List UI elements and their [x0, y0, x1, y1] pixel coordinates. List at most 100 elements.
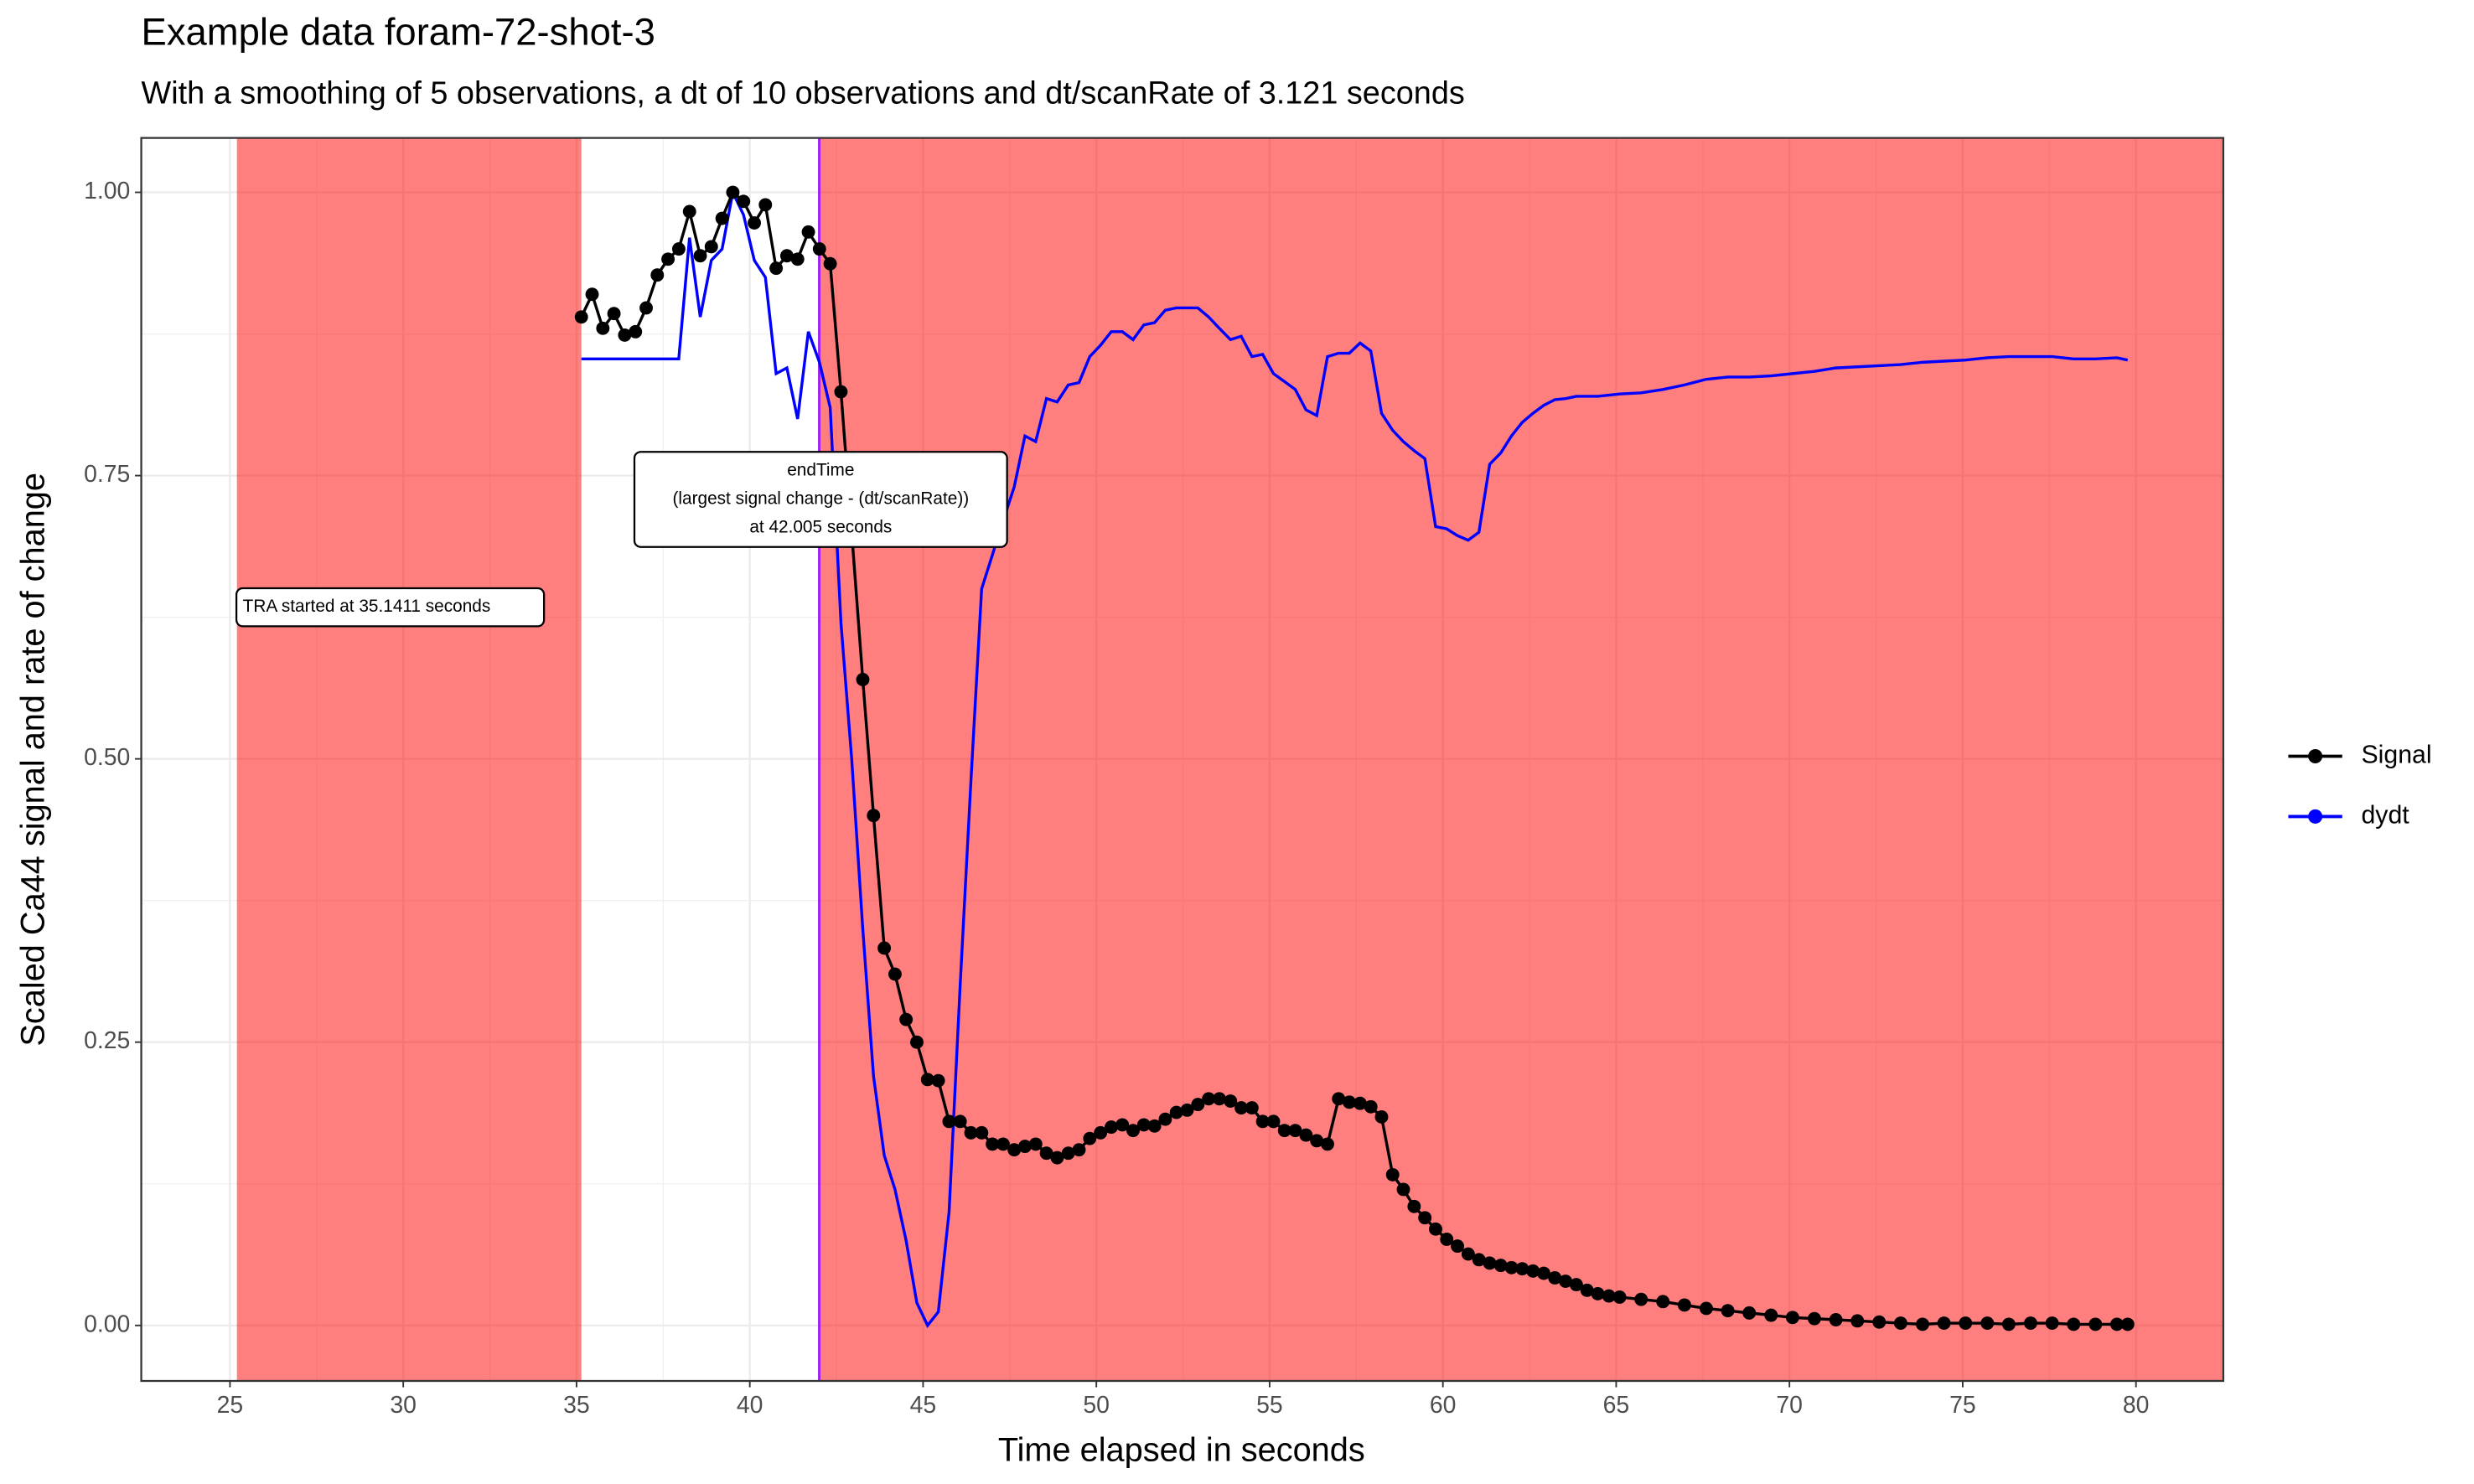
- legend-label: dydt: [2361, 801, 2409, 829]
- data-point: [1602, 1289, 1616, 1303]
- data-point: [877, 941, 892, 955]
- data-point: [1493, 1259, 1508, 1273]
- x-tick-label: 30: [390, 1392, 417, 1419]
- data-point: [650, 268, 665, 282]
- data-point: [834, 385, 848, 399]
- data-point: [1872, 1315, 1887, 1329]
- data-point: [823, 256, 837, 271]
- x-tick-label: 45: [910, 1392, 937, 1419]
- panel-border: [140, 137, 2225, 1383]
- data-point: [1569, 1278, 1583, 1292]
- x-tick-label: 80: [2123, 1392, 2150, 1419]
- data-point: [1472, 1253, 1486, 1267]
- x-tick-label: 25: [217, 1392, 244, 1419]
- data-point: [2067, 1317, 2081, 1331]
- data-point: [585, 287, 599, 302]
- data-point: [1061, 1146, 1075, 1161]
- series-line: [581, 188, 2129, 1328]
- data-point: [1191, 1098, 1205, 1112]
- legend-label: Signal: [2361, 742, 2431, 769]
- x-tick-label: 40: [737, 1392, 763, 1419]
- x-tick-label: 60: [1430, 1392, 1457, 1419]
- data-point: [1213, 1092, 1226, 1106]
- data-point: [899, 1012, 914, 1026]
- x-tick-label: 55: [1256, 1392, 1283, 1419]
- y-tick-label: 0.25: [84, 1027, 130, 1054]
- data-point: [1850, 1314, 1865, 1328]
- data-point: [1083, 1131, 1097, 1145]
- data-point: [975, 1125, 989, 1140]
- annotation-box: [235, 587, 546, 628]
- data-point: [1537, 1266, 1550, 1280]
- data-point: [920, 1073, 934, 1087]
- data-point: [1136, 1118, 1151, 1132]
- data-point: [2109, 1317, 2124, 1331]
- y-tick-label: 1.00: [84, 178, 130, 204]
- data-point: [1580, 1283, 1594, 1297]
- y-axis-title: Scaled Ca44 signal and rate of change: [14, 473, 51, 1047]
- data-point: [1385, 1167, 1400, 1182]
- data-point: [1548, 1271, 1562, 1285]
- data-point: [1234, 1101, 1248, 1115]
- data-point: [801, 225, 815, 239]
- data-point: [779, 249, 794, 263]
- data-point: [1266, 1114, 1281, 1129]
- data-point: [1483, 1256, 1497, 1270]
- data-point: [1591, 1286, 1605, 1300]
- data-point: [1418, 1211, 1432, 1225]
- data-point: [607, 307, 621, 321]
- data-point: [1440, 1233, 1454, 1246]
- data-point: [942, 1114, 956, 1129]
- data-point: [1245, 1101, 1259, 1115]
- data-point: [1980, 1316, 1995, 1330]
- x-tick-label: 65: [1603, 1392, 1630, 1419]
- data-point: [704, 240, 718, 254]
- data-point: [737, 194, 751, 209]
- data-point: [2024, 1316, 2037, 1330]
- data-point: [1105, 1120, 1118, 1135]
- annotation-text: at 42.005 seconds: [749, 518, 892, 537]
- data-point: [1072, 1143, 1086, 1157]
- data-point: [1959, 1316, 1973, 1330]
- data-point: [931, 1073, 945, 1088]
- data-point: [1094, 1125, 1108, 1140]
- data-point: [1321, 1137, 1334, 1151]
- x-tick-label: 75: [1949, 1392, 1976, 1419]
- y-tick-label: 0.75: [84, 461, 130, 488]
- y-tick-label: 0.50: [84, 744, 130, 771]
- data-point: [1343, 1095, 1356, 1109]
- data-point: [1180, 1103, 1194, 1117]
- data-point: [888, 967, 902, 981]
- data-point: [1699, 1301, 1713, 1316]
- data-point: [2088, 1317, 2103, 1331]
- data-point: [953, 1114, 967, 1129]
- data-point: [639, 301, 653, 315]
- data-point: [1050, 1150, 1064, 1165]
- data-point: [964, 1125, 978, 1140]
- legend-marker: [2308, 809, 2323, 824]
- data-point: [2120, 1317, 2135, 1331]
- data-point: [682, 204, 696, 219]
- data-point: [1451, 1239, 1464, 1254]
- data-point: [1169, 1105, 1183, 1119]
- data-point: [1721, 1304, 1735, 1318]
- data-point: [1407, 1199, 1421, 1213]
- data-point: [1310, 1134, 1324, 1148]
- data-point: [1634, 1292, 1648, 1306]
- data-point: [671, 242, 686, 256]
- data-point: [1202, 1092, 1216, 1106]
- data-point: [574, 310, 588, 324]
- data-point: [1277, 1124, 1291, 1138]
- data-point: [1374, 1109, 1389, 1124]
- annotation-text: endTime: [787, 460, 854, 479]
- data-point: [596, 321, 610, 335]
- data-point: [1893, 1316, 1907, 1330]
- data-point: [2001, 1317, 2016, 1331]
- data-point: [1007, 1143, 1022, 1157]
- data-point: [1396, 1182, 1410, 1197]
- data-point: [748, 216, 761, 230]
- shaded-region: [819, 137, 2223, 1382]
- data-point: [1353, 1096, 1367, 1110]
- x-tick-label: 35: [563, 1392, 590, 1419]
- data-point: [629, 324, 643, 339]
